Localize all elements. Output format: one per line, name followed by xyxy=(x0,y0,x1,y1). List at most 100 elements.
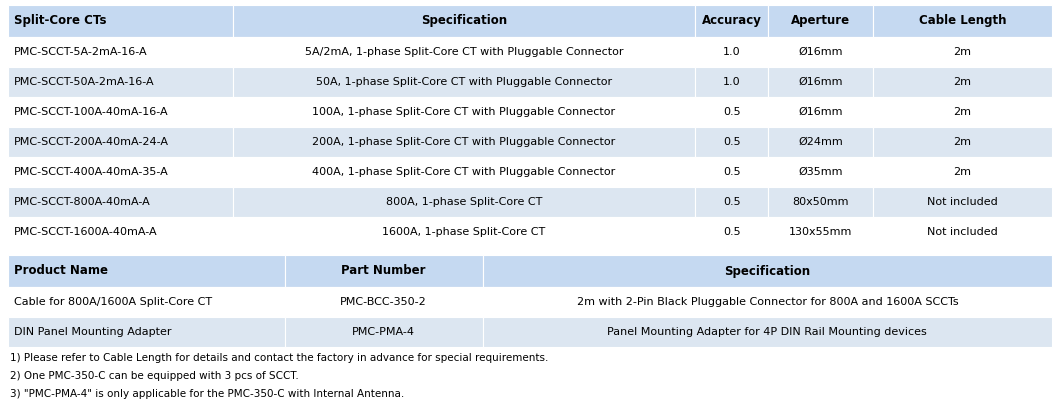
Bar xyxy=(768,37,872,67)
Bar xyxy=(232,5,695,37)
Text: 2m: 2m xyxy=(953,77,971,87)
Bar xyxy=(695,67,768,97)
Bar xyxy=(768,187,872,217)
Text: 1) Please refer to Cable Length for details and contact the factory in advance f: 1) Please refer to Cable Length for deta… xyxy=(10,353,548,363)
Text: PMC-SCCT-800A-40mA-A: PMC-SCCT-800A-40mA-A xyxy=(14,197,151,207)
Text: PMC-SCCT-1600A-40mA-A: PMC-SCCT-1600A-40mA-A xyxy=(14,227,158,237)
Bar xyxy=(8,287,285,317)
Bar xyxy=(872,37,1052,67)
Bar xyxy=(872,127,1052,157)
Bar xyxy=(482,287,1052,317)
Text: Product Name: Product Name xyxy=(14,264,108,278)
Bar xyxy=(768,157,872,187)
Bar xyxy=(872,217,1052,247)
Text: Cable for 800A/1600A Split-Core CT: Cable for 800A/1600A Split-Core CT xyxy=(14,297,212,307)
Bar xyxy=(695,37,768,67)
Bar xyxy=(768,67,872,97)
Text: PMC-SCCT-200A-40mA-24-A: PMC-SCCT-200A-40mA-24-A xyxy=(14,137,169,147)
Text: Specification: Specification xyxy=(724,264,811,278)
Bar xyxy=(8,37,232,67)
Bar xyxy=(872,67,1052,97)
Text: Ø16mm: Ø16mm xyxy=(798,77,843,87)
Text: 0.5: 0.5 xyxy=(723,227,741,237)
Text: Accuracy: Accuracy xyxy=(702,15,762,27)
Text: 3) "PMC-PMA-4" is only applicable for the PMC-350-C with Internal Antenna.: 3) "PMC-PMA-4" is only applicable for th… xyxy=(10,389,404,399)
Bar xyxy=(482,255,1052,287)
Text: Ø24mm: Ø24mm xyxy=(798,137,843,147)
Bar xyxy=(768,97,872,127)
Text: PMC-BCC-350-2: PMC-BCC-350-2 xyxy=(340,297,427,307)
Text: PMC-SCCT-5A-2mA-16-A: PMC-SCCT-5A-2mA-16-A xyxy=(14,47,147,57)
Text: 100A, 1-phase Split-Core CT with Pluggable Connector: 100A, 1-phase Split-Core CT with Pluggab… xyxy=(313,107,616,117)
Text: 800A, 1-phase Split-Core CT: 800A, 1-phase Split-Core CT xyxy=(386,197,543,207)
Bar xyxy=(8,255,285,287)
Bar xyxy=(8,157,232,187)
Text: 2m: 2m xyxy=(953,137,971,147)
Bar xyxy=(8,127,232,157)
Text: Specification: Specification xyxy=(421,15,507,27)
Text: 130x55mm: 130x55mm xyxy=(789,227,852,237)
Bar xyxy=(8,5,232,37)
Text: 1.0: 1.0 xyxy=(723,47,741,57)
Text: Part Number: Part Number xyxy=(341,264,426,278)
Bar xyxy=(285,255,482,287)
Text: 0.5: 0.5 xyxy=(723,167,741,177)
Bar xyxy=(8,97,232,127)
Bar xyxy=(232,217,695,247)
Bar xyxy=(695,157,768,187)
Bar xyxy=(768,5,872,37)
Text: Aperture: Aperture xyxy=(791,15,850,27)
Text: PMC-SCCT-100A-40mA-16-A: PMC-SCCT-100A-40mA-16-A xyxy=(14,107,169,117)
Text: DIN Panel Mounting Adapter: DIN Panel Mounting Adapter xyxy=(14,327,172,337)
Text: 5A/2mA, 1-phase Split-Core CT with Pluggable Connector: 5A/2mA, 1-phase Split-Core CT with Plugg… xyxy=(305,47,623,57)
Bar xyxy=(872,157,1052,187)
Text: 2m: 2m xyxy=(953,47,971,57)
Bar xyxy=(768,127,872,157)
Bar xyxy=(285,287,482,317)
Text: Cable Length: Cable Length xyxy=(919,15,1006,27)
Text: 200A, 1-phase Split-Core CT with Pluggable Connector: 200A, 1-phase Split-Core CT with Pluggab… xyxy=(313,137,616,147)
Text: 2m: 2m xyxy=(953,107,971,117)
Text: Ø35mm: Ø35mm xyxy=(798,167,843,177)
Text: 1.0: 1.0 xyxy=(723,77,741,87)
Bar xyxy=(872,187,1052,217)
Bar xyxy=(768,217,872,247)
Text: 400A, 1-phase Split-Core CT with Pluggable Connector: 400A, 1-phase Split-Core CT with Pluggab… xyxy=(313,167,616,177)
Text: Ø16mm: Ø16mm xyxy=(798,107,843,117)
Bar xyxy=(695,187,768,217)
Text: PMC-SCCT-50A-2mA-16-A: PMC-SCCT-50A-2mA-16-A xyxy=(14,77,155,87)
Bar xyxy=(232,187,695,217)
Bar xyxy=(872,5,1052,37)
Text: Panel Mounting Adapter for 4P DIN Rail Mounting devices: Panel Mounting Adapter for 4P DIN Rail M… xyxy=(607,327,928,337)
Bar xyxy=(695,97,768,127)
Text: 2) One PMC-350-C can be equipped with 3 pcs of SCCT.: 2) One PMC-350-C can be equipped with 3 … xyxy=(10,371,299,381)
Bar xyxy=(8,217,232,247)
Text: 2m with 2-Pin Black Pluggable Connector for 800A and 1600A SCCTs: 2m with 2-Pin Black Pluggable Connector … xyxy=(577,297,958,307)
Text: 0.5: 0.5 xyxy=(723,107,741,117)
Text: 2m: 2m xyxy=(953,167,971,177)
Text: 50A, 1-phase Split-Core CT with Pluggable Connector: 50A, 1-phase Split-Core CT with Pluggabl… xyxy=(316,77,612,87)
Bar xyxy=(8,317,285,347)
Bar xyxy=(695,127,768,157)
Text: 80x50mm: 80x50mm xyxy=(792,197,849,207)
Text: 1600A, 1-phase Split-Core CT: 1600A, 1-phase Split-Core CT xyxy=(383,227,546,237)
Bar xyxy=(695,217,768,247)
Text: Split-Core CTs: Split-Core CTs xyxy=(14,15,106,27)
Text: Not included: Not included xyxy=(928,197,997,207)
Bar xyxy=(872,97,1052,127)
Text: 0.5: 0.5 xyxy=(723,197,741,207)
Bar xyxy=(232,127,695,157)
Text: Not included: Not included xyxy=(928,227,997,237)
Bar xyxy=(482,317,1052,347)
Text: 0.5: 0.5 xyxy=(723,137,741,147)
Bar xyxy=(285,317,482,347)
Bar xyxy=(8,187,232,217)
Bar xyxy=(232,67,695,97)
Bar xyxy=(232,37,695,67)
Text: Ø16mm: Ø16mm xyxy=(798,47,843,57)
Text: PMC-PMA-4: PMC-PMA-4 xyxy=(352,327,416,337)
Text: PMC-SCCT-400A-40mA-35-A: PMC-SCCT-400A-40mA-35-A xyxy=(14,167,169,177)
Bar xyxy=(232,97,695,127)
Bar xyxy=(695,5,768,37)
Bar xyxy=(232,157,695,187)
